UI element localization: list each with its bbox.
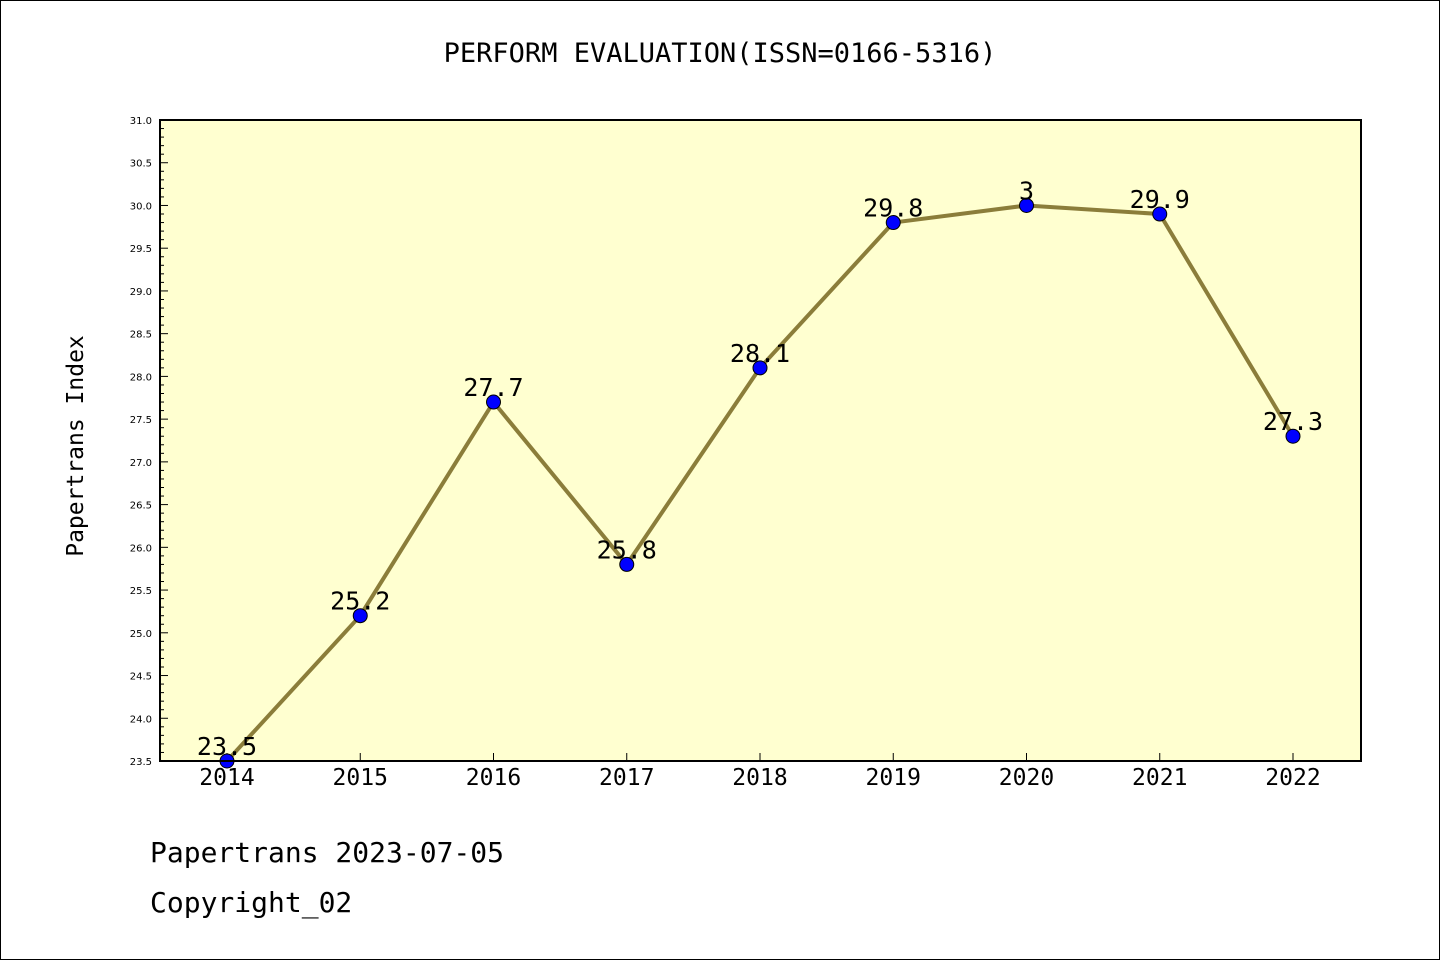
data-point [885, 215, 901, 231]
data-label: 29.8 [863, 194, 923, 223]
data-label: 27.3 [1263, 407, 1323, 436]
data-point [1019, 197, 1034, 213]
data-point [486, 394, 501, 410]
data-point [752, 360, 768, 376]
data-point [352, 608, 368, 624]
y-tick-label: 26.5 [130, 501, 152, 512]
y-tick-label: 30.0 [130, 201, 152, 212]
x-tick-label: 2022 [1265, 765, 1320, 791]
y-tick-label: 28.0 [130, 372, 152, 383]
y-tick-label: 24.0 [130, 714, 152, 725]
data-label: 27.7 [463, 373, 523, 402]
y-tick-label: 28.5 [130, 330, 152, 341]
data-label: 25.8 [597, 535, 657, 564]
data-points [219, 197, 1301, 769]
chart-title: PERFORM EVALUATION(ISSN=0166-5316) [443, 38, 997, 69]
x-tick-label: 2016 [466, 765, 521, 791]
y-tick-label: 25.0 [130, 629, 152, 640]
x-tick-label: 2018 [732, 765, 787, 791]
data-label: 28.1 [730, 339, 790, 368]
data-label: 23.5 [197, 732, 257, 761]
y-axis: 23.5 24.0 24.5 25.0 25.5 26.0 26.5 27.0 27.5 28.0… [130, 116, 168, 768]
y-tick-label: 23.5 [130, 757, 152, 768]
x-tick-label: 2017 [599, 765, 654, 791]
data-label: 3 [1019, 176, 1034, 205]
data-point [1152, 206, 1168, 222]
y-tick-label: 27.5 [130, 415, 152, 426]
y-tick-label: 31.0 [130, 116, 152, 127]
data-point [619, 556, 635, 572]
x-axis: 2014 2015 2016 2017 2018 2019 2020 2021 2022 [199, 753, 1321, 791]
y-tick-label: 30.5 [130, 159, 152, 170]
x-tick-label: 2021 [1132, 765, 1187, 791]
data-label: 25.2 [330, 587, 390, 616]
x-tick-label: 2014 [199, 765, 254, 791]
x-tick-label: 2019 [866, 765, 921, 791]
y-tick-label: 29.5 [130, 244, 152, 255]
data-label: 29.9 [1130, 185, 1190, 214]
y-tick-label: 29.0 [130, 287, 152, 298]
plot-border [159, 119, 1362, 762]
x-tick-label: 2015 [333, 765, 388, 791]
y-tick-label: 25.5 [130, 586, 152, 597]
x-tick-label: 2020 [999, 765, 1054, 791]
y-tick-label: 24.5 [130, 672, 152, 683]
y-tick-label: 26.0 [130, 543, 152, 554]
footer-copyright: Copyright_02 [150, 886, 353, 919]
plot-area [160, 120, 1361, 761]
data-point [1285, 428, 1301, 444]
y-tick-label: 27.0 [130, 458, 152, 469]
data-labels: 23.5 25.2 27.7 25.8 28.1 29.8 3 29.9 27.3 [197, 176, 1323, 761]
footer-date: Papertrans 2023-07-05 [150, 836, 505, 869]
